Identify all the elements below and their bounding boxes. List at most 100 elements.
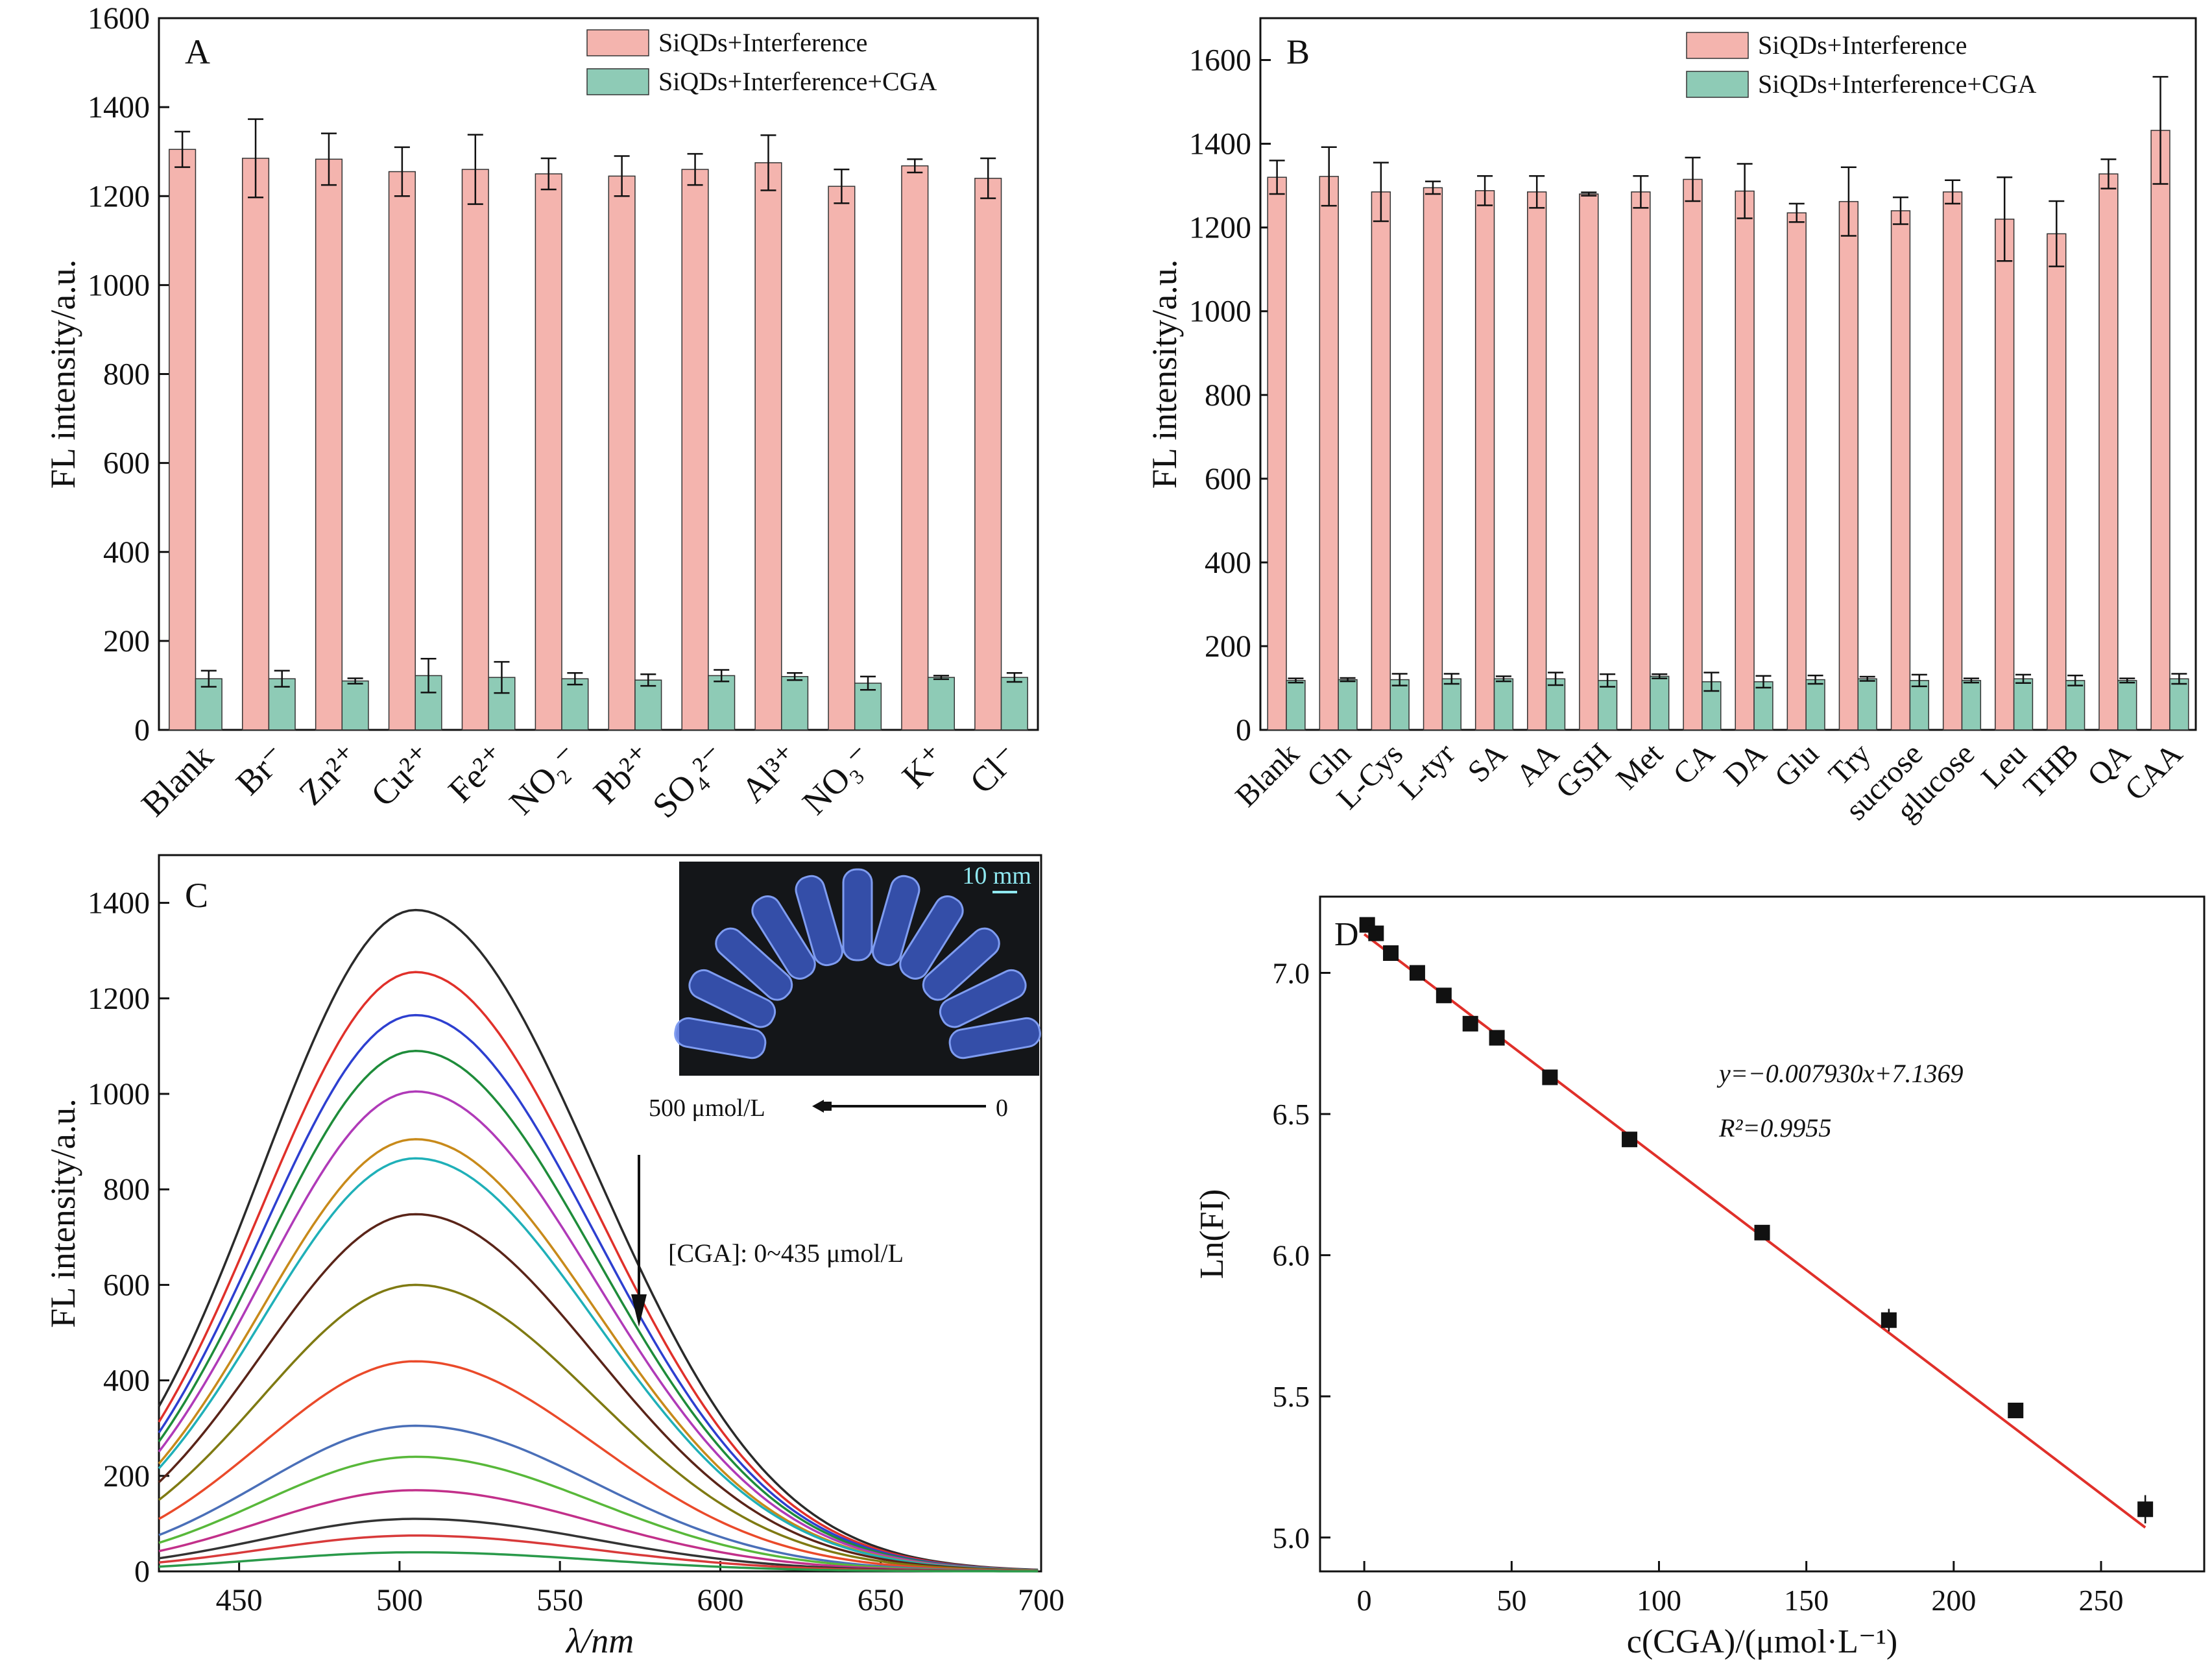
bar [927, 677, 956, 731]
bar [315, 158, 343, 731]
y-tick-label: 800 [103, 357, 150, 392]
bar [169, 149, 197, 731]
fit-equation: y=−0.007930x+7.1369 [1716, 1059, 1963, 1088]
y-tick-label: 5.0 [1273, 1521, 1310, 1555]
vial-icon [688, 969, 776, 1028]
y-tick-label: 1400 [88, 90, 150, 125]
y-tick-label: 1600 [88, 1, 150, 36]
concentration-arrowhead [812, 1100, 824, 1113]
bar [974, 178, 1002, 731]
bar [2065, 680, 2086, 731]
x-axis-label: c(CGA)/(μmol·L⁻¹) [1627, 1623, 1897, 1660]
panel-d: 5.0 5.5 6.0 6.5 7.0 0 50 100 150 200 250 c(CGA)/(μm… [1194, 895, 2206, 1660]
bar [1683, 178, 1703, 731]
panel-a: 0 200 400 600 800 1000 1200 1400 1600 FL intensit… [43, 1, 1039, 825]
bar [1545, 678, 1566, 731]
bar [341, 680, 369, 731]
data-point [1383, 945, 1399, 962]
bar [2117, 680, 2137, 731]
x-tick-label: 600 [697, 1583, 743, 1617]
spectrum-curve [158, 908, 1039, 1571]
legend-swatch [1686, 32, 1749, 59]
y-tick-label: 0 [1236, 713, 1251, 747]
plot-frame [1319, 895, 2206, 1573]
vial-icon [939, 969, 1027, 1028]
y-tick-label: 600 [103, 446, 150, 481]
y-tick-label: 400 [1205, 546, 1251, 580]
y-tick-label: 7.0 [1273, 956, 1310, 989]
y-axis-label: FL intensity/a.u. [1145, 260, 1184, 489]
bar [1961, 680, 1982, 731]
legend-swatch [586, 29, 649, 56]
data-point [1881, 1312, 1897, 1328]
panel-label: A [185, 32, 210, 71]
bar [1597, 680, 1618, 731]
plot-frame [1259, 17, 2197, 731]
bar [461, 169, 489, 731]
y-tick-label: 0 [134, 713, 150, 747]
plot-frame [158, 854, 1042, 1573]
legend-swatch [586, 68, 649, 95]
bar [1838, 200, 1859, 731]
y-tick-label: 600 [1205, 462, 1251, 496]
bar [1909, 680, 1929, 731]
bar [2150, 130, 2170, 731]
bar [1319, 176, 1339, 731]
bar [535, 173, 562, 731]
x-tick-label: 550 [536, 1583, 583, 1617]
data-point [1754, 1224, 1770, 1240]
bar [1579, 193, 1599, 731]
y-tick-label: 5.5 [1273, 1380, 1310, 1413]
vial-icon [795, 875, 843, 967]
spectrum-curve [158, 1283, 1039, 1572]
y-tick-label: 200 [103, 1459, 150, 1494]
y-tick-label: 6.5 [1273, 1098, 1310, 1131]
bar [1389, 679, 1410, 731]
y-tick-label: 1200 [88, 982, 150, 1016]
data-point [2008, 1402, 2024, 1418]
bar [1857, 678, 1877, 731]
data-point [1409, 965, 1425, 981]
bar [781, 675, 809, 731]
y-tick-label: 1200 [1189, 211, 1251, 245]
y-tick-label: 200 [103, 624, 150, 659]
spectrum-curve [158, 1551, 1039, 1573]
y-tick-label: 1000 [88, 268, 150, 302]
bar [634, 679, 662, 731]
bar [1942, 191, 1963, 731]
quench-arrowhead [631, 1294, 647, 1327]
legend-label: SiQDs+Interference [658, 28, 867, 57]
data-point [1542, 1069, 1558, 1085]
bar [1805, 679, 1825, 731]
vial-icon [922, 927, 1000, 1001]
spectrum-curve [158, 1050, 1039, 1571]
data-point [1368, 925, 1384, 941]
data-point [1489, 1030, 1505, 1046]
bar [2098, 173, 2119, 731]
vial-icon [674, 1017, 767, 1059]
y-tick-label: 800 [1205, 378, 1251, 413]
data-point [2137, 1501, 2154, 1518]
y-tick-label: 800 [103, 1172, 150, 1207]
x-axis-label: λ/nm [565, 1621, 634, 1660]
bar [1753, 681, 1773, 731]
bar [1338, 679, 1358, 731]
y-tick-label: 400 [103, 1364, 150, 1398]
bar [2169, 678, 2189, 731]
y-tick-label: 1000 [1189, 295, 1251, 329]
bar [1423, 187, 1443, 731]
bar [2047, 233, 2067, 731]
vial-icon [948, 1017, 1041, 1059]
legend-swatch [1686, 71, 1749, 98]
x-tick-label: 50 [1497, 1584, 1526, 1617]
legend-label: SiQDs+Interference [1758, 30, 1967, 60]
data-point [1436, 987, 1452, 1004]
y-axis-label: Ln(FI) [1194, 1189, 1231, 1279]
spectrum-curve [158, 1157, 1039, 1572]
y-tick-label: 1200 [88, 179, 150, 213]
bar [1267, 176, 1287, 731]
y-tick-label: 200 [1205, 629, 1251, 664]
bar [2013, 678, 2034, 731]
bar [1527, 191, 1547, 731]
